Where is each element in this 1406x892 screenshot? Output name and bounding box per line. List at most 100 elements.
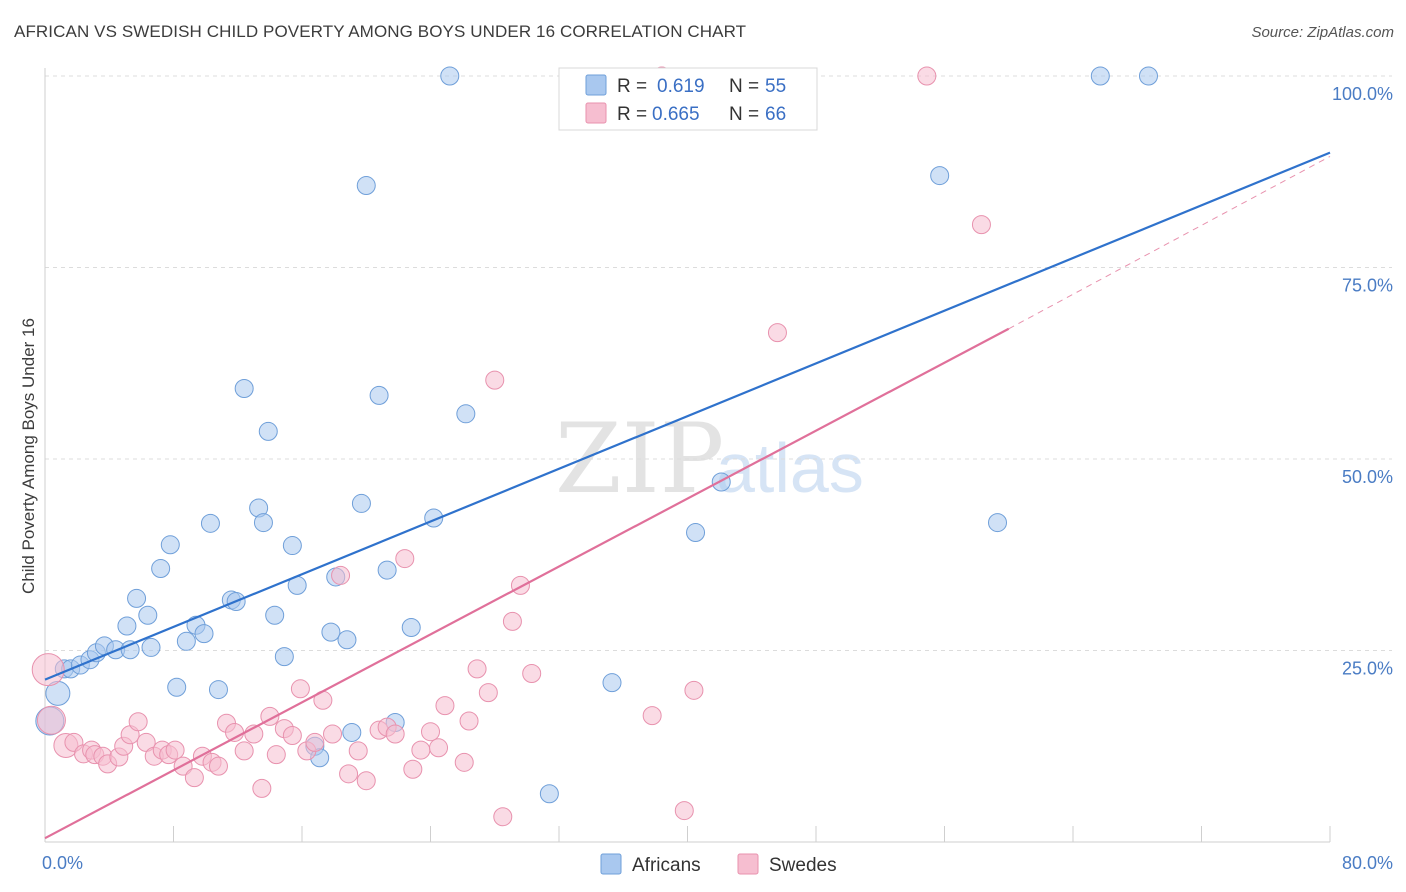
african-point-49	[686, 523, 706, 543]
african-point-16	[167, 677, 187, 697]
swedes-points	[31, 66, 991, 827]
african-point-12	[138, 605, 158, 625]
african-point-14	[151, 559, 171, 579]
legend-r-label-africans: R =	[617, 76, 647, 97]
african-point-46	[456, 404, 476, 424]
swede-point-43	[385, 724, 405, 744]
legend-n-value-swedes: 66	[765, 104, 786, 125]
african-point-39	[356, 176, 376, 196]
swede-point-58	[522, 663, 542, 683]
legend-r-value-africans: 0.619	[657, 76, 705, 97]
legend-n-label-swedes: N =	[729, 104, 759, 125]
x-tick-label-1: 80.0%	[1342, 853, 1393, 873]
african-point-17	[176, 631, 196, 651]
legend-swatch-africans	[585, 74, 607, 96]
african-point-51	[930, 166, 950, 186]
swede-point-12	[128, 712, 148, 732]
swede-point-49	[435, 696, 455, 716]
legend-n-value-africans: 55	[765, 76, 786, 97]
bottom-legend-swatch-swedes	[737, 853, 759, 875]
african-point-29	[274, 647, 294, 667]
swede-point-34	[305, 732, 325, 752]
swede-point-25	[234, 741, 254, 761]
african-point-54	[1138, 66, 1158, 86]
swede-point-37	[331, 565, 351, 585]
swede-point-0	[31, 653, 65, 687]
swede-point-22	[208, 756, 228, 776]
african-point-21	[208, 680, 228, 700]
african-point-19	[194, 624, 214, 644]
swede-point-55	[493, 807, 513, 827]
swede-point-27	[252, 778, 272, 798]
swede-point-19	[184, 768, 204, 788]
y-tick-label-1: 50.0%	[1342, 467, 1393, 487]
african-point-43	[401, 618, 421, 638]
y-tick-label-0: 25.0%	[1342, 659, 1393, 679]
african-point-37	[342, 722, 362, 742]
african-point-13	[141, 637, 161, 657]
legend-r-value-swedes: 0.665	[652, 104, 700, 125]
swede-point-17	[165, 740, 185, 760]
swede-trend-extension	[1008, 155, 1331, 330]
swede-point-64	[917, 66, 937, 86]
swede-point-31	[282, 726, 302, 746]
swede-point-46	[411, 740, 431, 760]
swede-point-59	[642, 706, 662, 726]
african-point-47	[539, 784, 559, 804]
swede-point-65	[971, 215, 991, 235]
swede-point-54	[485, 370, 505, 390]
gridlines	[45, 75, 1392, 651]
african-trend-line	[44, 151, 1331, 681]
swede-point-61	[674, 801, 694, 821]
african-point-30	[282, 536, 302, 556]
y-tick-label-3: 100.0%	[1332, 84, 1393, 104]
swede-point-32	[290, 679, 310, 699]
series-legend: Africans Swedes	[600, 853, 837, 876]
african-point-24	[234, 379, 254, 399]
swede-point-45	[403, 759, 423, 779]
swede-point-50	[454, 752, 474, 772]
african-point-41	[377, 560, 397, 580]
y-axis-label: Child Poverty Among Boys Under 16	[19, 318, 38, 594]
swede-point-39	[348, 741, 368, 761]
swede-point-29	[266, 745, 286, 765]
trend-lines	[44, 151, 1331, 840]
y-tick-label-2: 75.0%	[1342, 276, 1393, 296]
african-point-36	[337, 630, 357, 650]
african-point-53	[1090, 66, 1110, 86]
y-tick-labels: 25.0% 50.0% 75.0% 100.0%	[1332, 84, 1393, 679]
swede-point-47	[421, 722, 440, 742]
african-point-26	[253, 513, 273, 533]
african-point-20	[200, 513, 220, 533]
swede-trend-line	[44, 327, 1010, 840]
african-point-11	[127, 588, 147, 608]
swede-point-57	[510, 575, 530, 595]
legend-r-label-swedes: R =	[617, 104, 647, 125]
african-point-52	[988, 513, 1008, 533]
african-point-27	[258, 421, 278, 441]
african-point-9	[117, 616, 137, 636]
source-label: Source: ZipAtlas.com	[1251, 24, 1394, 41]
swede-point-36	[323, 724, 343, 744]
african-point-34	[321, 622, 341, 642]
swede-point-40	[356, 771, 376, 791]
x-tick-label-0: 0.0%	[42, 853, 83, 873]
bottom-legend-africans: Africans	[632, 855, 701, 876]
swede-point-44	[395, 549, 415, 569]
watermark-atlas: atlas	[716, 429, 864, 507]
chart-title: AFRICAN VS SWEDISH CHILD POVERTY AMONG B…	[14, 22, 747, 41]
swede-point-48	[429, 738, 449, 758]
african-point-38	[351, 493, 371, 513]
x-tick-labels: 0.0% 80.0%	[42, 853, 1393, 873]
swede-point-56	[502, 611, 522, 631]
swede-point-53	[478, 683, 498, 703]
swede-point-62	[684, 680, 704, 700]
swede-point-51	[459, 711, 479, 731]
swede-point-63	[767, 323, 787, 343]
african-point-48	[602, 673, 622, 693]
african-point-28	[265, 605, 285, 625]
legend-n-label-africans: N =	[729, 76, 759, 97]
african-point-45	[440, 66, 460, 86]
swede-point-38	[339, 764, 359, 784]
